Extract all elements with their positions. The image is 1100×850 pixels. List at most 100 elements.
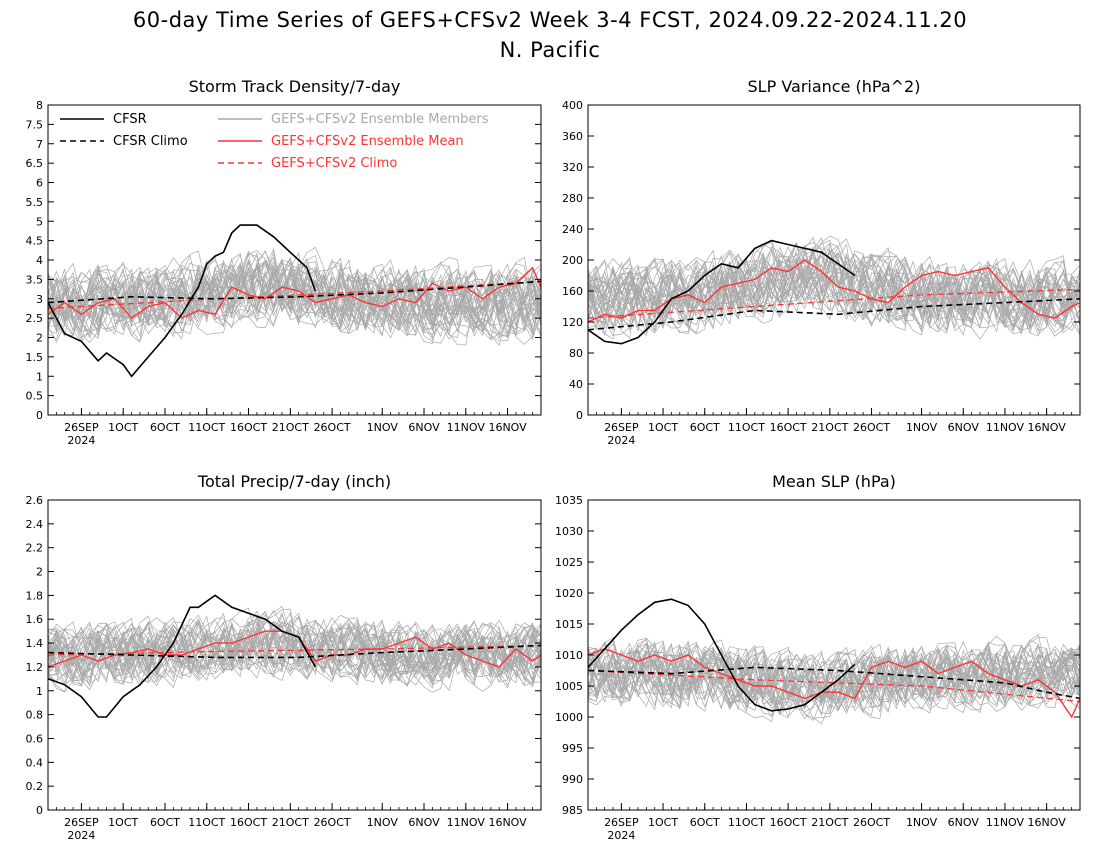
y-tick-label: 0.2 [26,780,44,793]
x-tick-label: 1OCT [648,816,678,829]
y-tick-label: 2 [36,332,43,345]
cfsr-line [47,224,317,378]
ensemble-member-line [588,642,1080,709]
ensemble-member-line [588,645,1080,711]
y-tick-label: 7.5 [26,118,44,131]
ensemble-member-line [48,609,541,685]
x-tick-label: 16NOV [488,816,527,829]
figure-subtitle: N. Pacific [500,38,601,62]
model-climo-line [47,280,542,310]
x-tick-label: 16NOV [488,421,527,434]
ensemble-member-line [48,265,541,345]
legend-label: CFSR [113,112,147,127]
y-tick-label: 400 [562,99,583,112]
ensemble-member-line [48,259,541,342]
chart-panel-1: Storm Track Density/7-day 0 0.5 1 1.5 2 2.5 3 3.… [26,77,542,447]
y-tick-label: 3.5 [26,273,44,286]
model-climo-line [587,669,1081,703]
x-tick-label: 26OCT [853,816,890,829]
ensemble-member-line [588,245,1080,330]
ensemble-member-line [588,261,1080,332]
ensemble-member-line [588,642,1080,719]
ensemble-member-line [48,254,541,343]
y-tick-label: 1010 [555,649,583,662]
x-year-label: 2024 [67,434,95,447]
chart-panel-2: SLP Variance (hPa^2) 0 40 80 120 160 200 240 280… [562,77,1081,447]
x-tick-label: 16OCT [230,816,267,829]
x-tick-label: 6OCT [150,421,180,434]
ensemble-member-line [588,254,1080,340]
x-year-label: 2024 [607,434,635,447]
y-tick-label: 985 [562,804,583,817]
model-climo-line [587,288,1081,319]
plot-frame [587,499,1081,811]
y-tick-label: 1005 [555,680,583,693]
ensemble-member-line [588,643,1080,719]
ensemble-member-line [48,615,541,685]
x-tick-label: 16OCT [770,421,807,434]
y-tick-label: 1.4 [26,637,44,650]
y-tick-label: 1015 [555,618,583,631]
y-tick-label: 4 [36,254,43,267]
ensemble-member-line [48,607,541,686]
ensemble-members [588,235,1080,340]
y-tick-label: 1.5 [26,351,44,364]
chart-panel-4: Mean SLP (hPa) 985 990 995 1000 1005 1010 1015 1… [555,472,1081,842]
y-tick-label: 80 [569,347,583,360]
y-tick-label: 1025 [555,556,583,569]
y-tick-label: 120 [562,316,583,329]
y-tick-label: 4.5 [26,235,44,248]
y-tick-label: 2.6 [26,494,44,507]
y-tick-label: 0.5 [26,390,44,403]
ensemble-member-line [588,641,1080,723]
x-tick-label: 16NOV [1028,421,1067,434]
y-tick-label: 0.6 [26,732,44,745]
ensemble-members [588,633,1080,725]
y-tick-label: 2.5 [26,312,44,325]
y-tick-label: 320 [562,161,583,174]
x-tick-label: 26SEP [64,421,99,434]
x-tick-label: 26OCT [853,421,890,434]
y-tick-label: 1030 [555,525,583,538]
x-tick-label: 6NOV [948,816,980,829]
y-tick-label: 5 [36,215,43,228]
x-tick-label: 1NOV [906,421,938,434]
ensemble-member-line [48,269,541,333]
y-tick-label: 1.6 [26,613,44,626]
ensemble-member-line [588,238,1080,331]
ensemble-member-line [48,253,541,337]
ensemble-member-line [48,617,541,693]
y-tick-label: 5.5 [26,196,44,209]
ensemble-member-line [588,242,1080,336]
panel-title: SLP Variance (hPa^2) [748,77,921,96]
x-tick-label: 16OCT [230,421,267,434]
ensemble-member-line [48,266,541,338]
figure-title: 60-day Time Series of GEFS+CFSv2 Week 3-… [133,8,967,32]
ensemble-member-line [588,246,1080,334]
x-tick-label: 1NOV [906,816,938,829]
y-tick-label: 1 [36,370,43,383]
x-tick-label: 11OCT [188,816,225,829]
x-tick-label: 1NOV [367,816,399,829]
x-year-label: 2024 [67,829,95,842]
legend: CFSR CFSR Climo GEFS+CFSv2 Ensemble Member… [60,112,489,171]
ensemble-member-line [588,250,1080,337]
x-tick-label: 16OCT [770,816,807,829]
legend-label: CFSR Climo [113,134,188,149]
ensemble-member-line [588,642,1080,712]
x-tick-label: 26OCT [314,421,351,434]
x-year-label: 2024 [607,829,635,842]
x-tick-label: 11NOV [447,816,486,829]
x-tick-label: 11NOV [447,421,486,434]
y-tick-label: 995 [562,742,583,755]
x-tick-label: 11OCT [728,421,765,434]
legend-label: GEFS+CFSv2 Climo [271,156,397,171]
ensemble-member-line [588,635,1080,708]
y-tick-label: 360 [562,130,583,143]
ensemble-mean-line [587,648,1081,719]
x-tick-label: 1OCT [108,421,138,434]
y-tick-label: 1.8 [26,589,44,602]
ensemble-member-line [48,610,541,679]
x-tick-label: 16NOV [1028,816,1067,829]
